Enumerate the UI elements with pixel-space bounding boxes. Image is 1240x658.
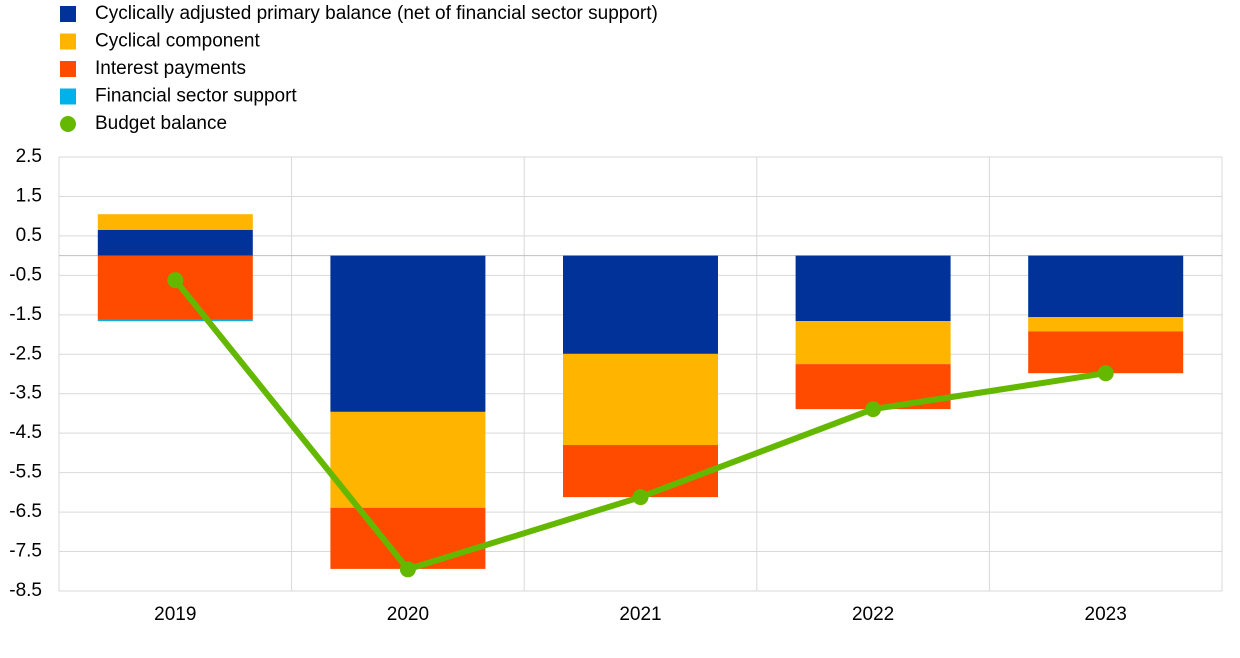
legend-label: Cyclically adjusted primary balance (net… (95, 3, 658, 24)
x-tick-label: 2020 (387, 604, 429, 625)
legend-label: Budget balance (95, 113, 227, 134)
bar-segment (563, 353, 718, 446)
y-tick-label: -2.5 (9, 343, 42, 364)
y-tick-label: -4.5 (9, 422, 42, 443)
x-tick-label: 2023 (1085, 604, 1127, 625)
line-marker (632, 489, 649, 506)
y-tick-label: 0.5 (16, 225, 42, 246)
bar-segment (563, 255, 718, 354)
y-tick-label: 2.5 (16, 146, 42, 167)
bar-segment (330, 411, 486, 508)
legend-label: Financial sector support (95, 86, 297, 107)
line-marker (167, 272, 184, 289)
bar-segment (97, 319, 253, 322)
x-tick-label: 2019 (154, 604, 196, 625)
legend-swatch (60, 33, 76, 50)
legend-label: Cyclical component (95, 31, 260, 52)
y-tick-label: -7.5 (9, 541, 42, 562)
x-tick-label: 2021 (619, 604, 661, 625)
line-marker (865, 401, 882, 418)
y-tick-label: -1.5 (9, 304, 42, 325)
y-tick-label: 1.5 (16, 185, 42, 206)
legend-marker (60, 116, 76, 132)
bar-segment (1028, 255, 1184, 318)
legend-swatch (60, 88, 76, 105)
bar-segment (563, 445, 718, 498)
bar-segment (97, 229, 253, 256)
bar-segment (330, 255, 486, 412)
legend-swatch (60, 61, 76, 77)
line-marker (399, 561, 416, 578)
line-marker (1097, 365, 1114, 382)
bar-segment (795, 255, 951, 322)
legend-label: Interest payments (95, 58, 246, 79)
bar-segment (1028, 317, 1184, 332)
y-tick-label: -3.5 (9, 383, 42, 404)
bar-segment (330, 507, 486, 569)
y-tick-label: -6.5 (9, 501, 42, 522)
y-tick-label: -5.5 (9, 462, 42, 483)
legend-swatch (60, 6, 76, 22)
bar-segment (97, 214, 253, 230)
y-tick-label: -8.5 (9, 580, 42, 601)
y-tick-label: -0.5 (9, 264, 42, 285)
x-tick-label: 2022 (852, 604, 894, 625)
bar-segment (795, 321, 951, 365)
